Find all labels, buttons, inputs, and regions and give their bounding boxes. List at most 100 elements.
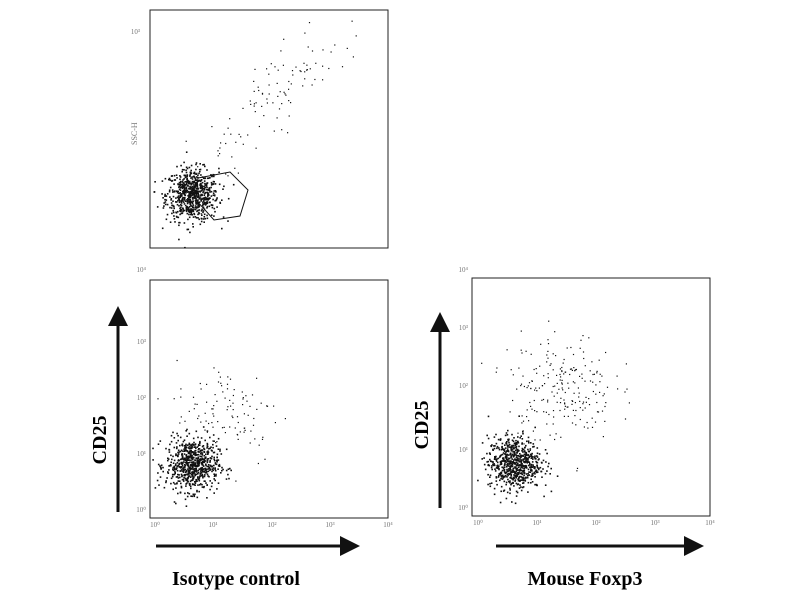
scatter-point <box>173 465 175 468</box>
scatter-point <box>526 440 528 443</box>
scatter-point <box>174 470 176 473</box>
scatter-point <box>162 466 164 469</box>
scatter-point <box>533 466 536 468</box>
scatter-point <box>199 440 201 443</box>
scatter-point <box>211 204 214 207</box>
scatter-point <box>197 464 199 466</box>
scatter-point <box>175 453 177 455</box>
scatter-point <box>281 129 283 131</box>
scatter-point <box>206 198 208 201</box>
scatter-point <box>171 475 174 478</box>
scatter-point <box>258 444 260 446</box>
scatter-point <box>549 434 551 436</box>
scatter-point <box>591 426 594 428</box>
scatter-point <box>483 463 486 466</box>
scatter-point <box>185 462 188 464</box>
scatter-point <box>221 427 224 429</box>
scatter-point <box>491 444 493 446</box>
scatter-point <box>503 480 506 483</box>
scatter-point <box>205 463 207 466</box>
scatter-point <box>210 457 212 460</box>
scatter-point <box>179 183 181 186</box>
scatter-point <box>536 471 539 473</box>
scatter-point <box>192 463 195 466</box>
scatter-point <box>198 415 200 417</box>
scatter-point <box>509 411 511 413</box>
scatter-point <box>498 474 500 477</box>
scatter-point <box>188 200 190 203</box>
scatter-point <box>547 350 549 352</box>
scatter-point <box>172 209 174 212</box>
scatter-point <box>221 227 223 230</box>
scatter-point <box>201 186 203 189</box>
scatter-point <box>540 343 542 345</box>
scatter-point <box>180 485 183 488</box>
scatter-point <box>585 401 587 403</box>
scatter-point <box>193 192 196 195</box>
scatter-point <box>536 411 538 413</box>
scatter-point <box>601 410 604 412</box>
scatter-point <box>159 476 162 478</box>
scatter-point <box>322 79 324 81</box>
scatter-point <box>253 103 255 105</box>
scatter-point <box>555 355 557 357</box>
scatter-point <box>489 474 492 477</box>
scatter-point <box>561 366 563 369</box>
scatter-point <box>196 446 199 448</box>
scatter-point <box>169 206 171 209</box>
scatter-point <box>191 205 194 208</box>
scatter-point <box>186 201 189 203</box>
scatter-point <box>570 368 573 370</box>
scatter-point <box>193 471 196 473</box>
scatter-point <box>550 363 552 365</box>
scatter-point <box>217 448 220 450</box>
scatter-point <box>534 458 537 460</box>
scatter-point <box>501 442 504 445</box>
scatter-point <box>186 495 189 498</box>
scatter-point <box>529 466 531 469</box>
scatter-point <box>529 464 531 466</box>
scatter-point <box>180 204 183 207</box>
scatter-point <box>195 217 198 219</box>
scatter-point <box>261 93 264 95</box>
scatter-point <box>191 183 193 185</box>
scatter-point <box>520 479 522 481</box>
scatter-point <box>180 416 182 418</box>
scatter-point <box>213 207 216 210</box>
scatter-point <box>510 369 512 371</box>
scatter-point <box>526 476 529 479</box>
scatter-point <box>189 193 192 195</box>
scatter-point <box>208 467 210 469</box>
scatter-point <box>513 442 516 445</box>
scatter-point <box>199 223 202 226</box>
scatter-point <box>505 483 507 486</box>
scatter-point <box>229 426 231 428</box>
scatter-point <box>511 461 514 464</box>
scatter-point <box>602 395 604 397</box>
scatter-point <box>181 474 183 477</box>
scatter-point <box>204 165 206 168</box>
scatter-point <box>186 435 188 437</box>
scatter-point <box>276 82 278 84</box>
scatter-point <box>177 464 179 467</box>
scatter-point <box>175 487 177 489</box>
scatter-point <box>183 468 185 470</box>
scatter-point <box>579 400 581 402</box>
scatter-point <box>192 466 194 468</box>
scatter-point <box>507 429 509 432</box>
scatter-point <box>524 465 526 467</box>
scatter-point <box>522 431 524 433</box>
scatter-point <box>512 467 515 470</box>
scatter-point <box>187 466 190 468</box>
scatter-point <box>164 195 166 197</box>
scatter-point <box>330 51 332 53</box>
scatter-point <box>486 434 488 437</box>
scatter-point <box>203 186 205 188</box>
scatter-point <box>502 448 505 450</box>
scatter-point <box>563 358 565 361</box>
scatter-point <box>173 501 176 503</box>
scatter-point <box>527 453 529 456</box>
scatter-point <box>588 398 590 400</box>
scatter-point <box>173 467 176 469</box>
scatter-point <box>232 416 234 419</box>
